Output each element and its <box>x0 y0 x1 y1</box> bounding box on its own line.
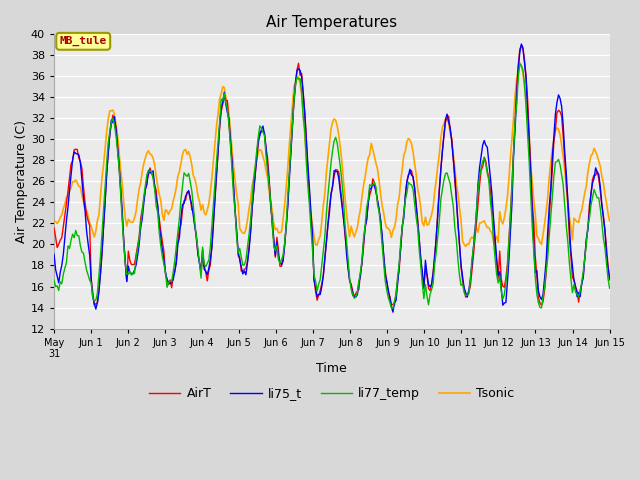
li75_t <box>578 281 586 287</box>
li77_temp <box>578 279 586 285</box>
li77_temp <box>389 305 397 311</box>
AirT <box>518 43 525 48</box>
li77_temp <box>516 61 524 67</box>
li77_temp <box>234 250 242 256</box>
li75_t <box>118 207 126 213</box>
li75_t <box>244 260 252 265</box>
li75_t <box>605 276 613 281</box>
li77_temp <box>50 277 58 283</box>
li75_t <box>216 123 223 129</box>
AirT <box>294 60 302 66</box>
Tsonic <box>293 75 301 81</box>
Title: Air Temperatures: Air Temperatures <box>266 15 397 30</box>
Tsonic <box>578 207 586 213</box>
li77_temp <box>605 285 613 291</box>
AirT <box>90 302 98 308</box>
AirT <box>605 277 613 283</box>
Line: li77_temp: li77_temp <box>54 64 609 308</box>
li77_temp <box>244 244 252 250</box>
Tsonic <box>216 96 223 101</box>
li77_temp <box>118 216 126 222</box>
Line: Tsonic: Tsonic <box>54 63 609 246</box>
li77_temp <box>216 120 223 125</box>
Tsonic <box>462 243 470 249</box>
AirT <box>50 225 58 231</box>
Tsonic <box>50 219 58 225</box>
AirT <box>245 243 253 249</box>
Tsonic <box>234 201 242 206</box>
Tsonic <box>605 218 613 224</box>
li75_t <box>293 68 301 73</box>
AirT <box>120 236 127 241</box>
AirT <box>218 109 225 115</box>
AirT <box>578 281 586 287</box>
Y-axis label: Air Temperature (C): Air Temperature (C) <box>15 120 28 243</box>
Tsonic <box>244 217 252 223</box>
li75_t <box>389 309 397 315</box>
Text: MB_tule: MB_tule <box>60 36 107 47</box>
Line: AirT: AirT <box>54 46 609 305</box>
Legend: AirT, li75_t, li77_temp, Tsonic: AirT, li75_t, li77_temp, Tsonic <box>144 382 520 405</box>
li75_t <box>518 41 525 47</box>
Tsonic <box>118 180 126 186</box>
li77_temp <box>293 74 301 80</box>
AirT <box>236 255 244 261</box>
Tsonic <box>516 60 524 66</box>
li75_t <box>50 252 58 257</box>
Line: li75_t: li75_t <box>54 44 609 312</box>
X-axis label: Time: Time <box>316 362 347 375</box>
li75_t <box>234 249 242 254</box>
